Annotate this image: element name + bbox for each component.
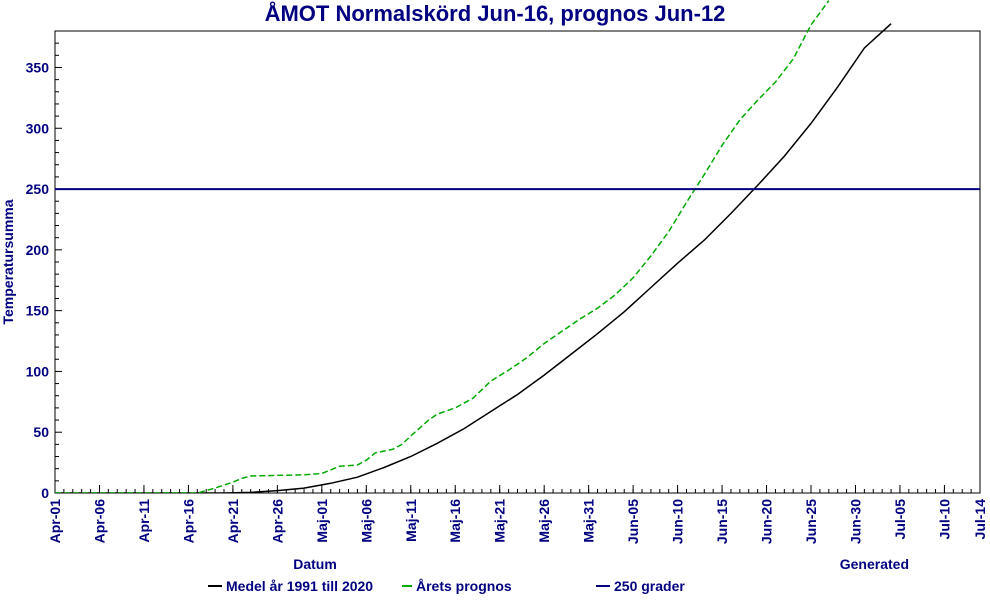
- x-tick-label: Maj-16: [447, 499, 463, 543]
- legend-swatch-medel: [208, 585, 222, 587]
- series-line-prognos: [55, 0, 830, 493]
- x-tick-label: Maj-21: [492, 499, 508, 543]
- plot-frame: [54, 30, 981, 494]
- legend-swatch-prognos: [402, 585, 412, 587]
- x-tick-label: Maj-01: [314, 499, 330, 543]
- y-tick-label: 250: [26, 181, 50, 197]
- x-axis: Apr-01 Apr-06 Apr-11 Apr-16 Apr-21 Apr-26 Maj-…: [47, 485, 988, 544]
- x-tick-label: Jul-14: [972, 499, 988, 540]
- legend-item-medel: Medel år 1991 till 2020: [208, 578, 373, 594]
- x-tick-label: Maj-11: [403, 499, 419, 542]
- x-tick-label: Maj-31: [581, 499, 597, 543]
- series-layer: [55, 0, 980, 493]
- y-tick-label: 300: [26, 120, 50, 136]
- legend-label-prognos: Årets prognos: [416, 578, 512, 594]
- legend-label-medel: Medel år 1991 till 2020: [226, 578, 374, 594]
- x-tick-label: Maj-26: [536, 499, 552, 543]
- x-tick-label: Jul-10: [936, 499, 952, 540]
- y-tick-label: 0: [41, 485, 49, 501]
- legend-item-prognos: Årets prognos: [402, 578, 512, 594]
- legend: Medel år 1991 till 2020 Årets prognos 25…: [0, 578, 990, 598]
- x-tick-label: Jun-25: [803, 499, 819, 544]
- x-tick-label: Apr-16: [180, 499, 196, 544]
- x-tick-label: Apr-01: [47, 499, 63, 544]
- series-line-medel: [55, 23, 892, 493]
- y-tick-label: 150: [26, 303, 50, 319]
- y-axis: 0 50 100 150 200 250 300 350: [26, 30, 62, 501]
- y-tick-label: 350: [26, 59, 50, 75]
- legend-swatch-250-grader: [596, 585, 610, 587]
- generated-note: Generated: [840, 556, 909, 572]
- x-tick-label: Jun-30: [847, 499, 863, 544]
- y-tick-label: 50: [33, 424, 49, 440]
- legend-label-250-grader: 250 grader: [614, 578, 685, 594]
- x-tick-label: Maj-06: [358, 499, 374, 543]
- plot-border: [54, 30, 981, 494]
- y-tick-label: 100: [26, 363, 50, 379]
- x-tick-label: Apr-21: [225, 499, 241, 544]
- y-axis-label: Temperatursumma: [0, 199, 16, 324]
- x-tick-label: Jun-15: [714, 499, 730, 544]
- x-tick-label: Apr-11: [136, 499, 152, 543]
- x-tick-label: Apr-06: [91, 499, 107, 544]
- x-tick-label: Jul-05: [892, 499, 908, 540]
- y-tick-label: 200: [26, 242, 50, 258]
- legend-item-250-grader: 250 grader: [596, 578, 685, 594]
- x-tick-label: Jun-20: [759, 499, 775, 544]
- x-tick-label: Jun-05: [625, 499, 641, 544]
- x-tick-label: Jun-10: [670, 499, 686, 544]
- x-axis-label: Datum: [293, 556, 337, 572]
- x-tick-label: Apr-26: [269, 499, 285, 544]
- chart-title: ÅMOT Normalskörd Jun-16, prognos Jun-12: [264, 1, 726, 26]
